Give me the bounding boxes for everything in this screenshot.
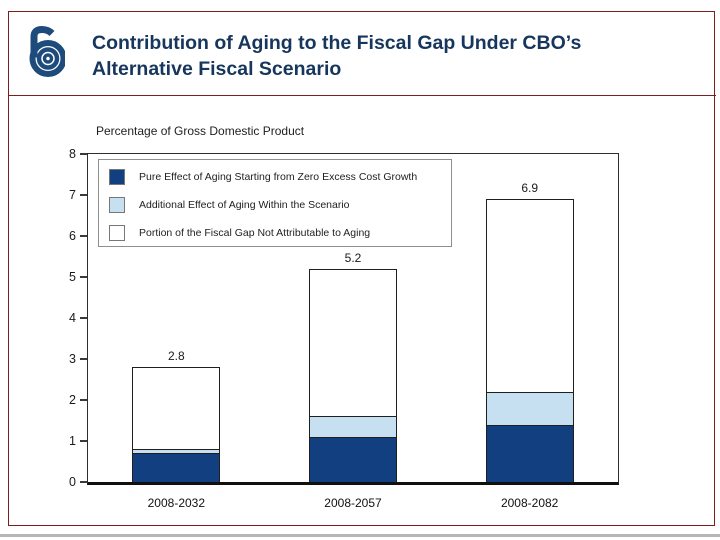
y-axis-tick — [80, 194, 87, 196]
bar-total-label: 2.8 — [167, 349, 185, 364]
bar-segment-light-blue — [485, 391, 574, 425]
legend-swatch-white — [109, 225, 125, 241]
bar-segment-light-blue — [132, 449, 221, 454]
slide-title: Contribution of Aging to the Fiscal Gap … — [92, 30, 692, 82]
bar-segment-light-blue — [309, 416, 397, 437]
x-axis-category-label: 2008-2082 — [500, 496, 559, 510]
header-divider — [8, 94, 716, 96]
chart-axis-title: Percentage of Gross Domestic Product — [96, 124, 305, 138]
legend-item-additional-aging: Additional Effect of Aging Within the Sc… — [109, 197, 350, 213]
plot-area: Pure Effect of Aging Starting from Zero … — [69, 147, 619, 510]
cbo-logo-icon — [29, 25, 65, 77]
bar-total-label: 6.9 — [521, 181, 538, 196]
y-axis-tick — [80, 235, 87, 237]
y-axis-tick — [80, 440, 87, 442]
legend-item-not-aging: Portion of the Fiscal Gap Not Attributab… — [109, 225, 370, 241]
x-axis-category-label: 2008-2057 — [324, 496, 382, 510]
y-axis-tick-label: 7 — [69, 188, 76, 202]
legend-swatch-dark-blue — [109, 169, 125, 185]
y-axis-tick-label: 5 — [69, 270, 76, 284]
y-axis-tick-label: 3 — [69, 352, 76, 366]
y-axis-tick — [80, 276, 87, 278]
y-axis-tick-label: 1 — [69, 434, 76, 448]
y-axis-tick — [80, 317, 87, 319]
y-axis-tick — [80, 399, 87, 401]
bar-segment-dark-blue — [309, 436, 397, 482]
y-axis-tick-label: 8 — [69, 147, 76, 161]
x-axis-category-label: 2008-2032 — [147, 496, 206, 510]
y-axis-tick — [80, 153, 87, 155]
legend-label: Additional Effect of Aging Within the Sc… — [139, 199, 350, 211]
y-axis-tick-label: 2 — [69, 393, 76, 407]
bar-total-label: 5.2 — [344, 250, 362, 265]
slide-title-line2: Alternative Fiscal Scenario — [92, 58, 342, 80]
legend-label: Pure Effect of Aging Starting from Zero … — [139, 171, 418, 183]
bottom-edge-strip — [0, 534, 720, 537]
bar-segment-white — [309, 268, 397, 417]
bar-segment-dark-blue — [132, 453, 221, 482]
bar-segment-white — [485, 199, 574, 392]
bar-segment-white — [132, 367, 221, 450]
bar-segment-dark-blue — [485, 424, 574, 482]
legend-label: Portion of the Fiscal Gap Not Attributab… — [139, 227, 371, 239]
y-axis-tick — [80, 481, 87, 483]
y-axis-tick-label: 4 — [69, 311, 76, 325]
y-axis-tick-label: 0 — [69, 475, 76, 489]
y-axis-tick-label: 6 — [69, 229, 76, 243]
slide-title-line1: Contribution of Aging to the Fiscal Gap … — [92, 32, 582, 54]
y-axis-tick — [80, 358, 87, 360]
legend-item-pure-aging: Pure Effect of Aging Starting from Zero … — [109, 169, 417, 185]
legend-swatch-light-blue — [109, 197, 125, 213]
legend: Pure Effect of Aging Starting from Zero … — [98, 159, 452, 247]
